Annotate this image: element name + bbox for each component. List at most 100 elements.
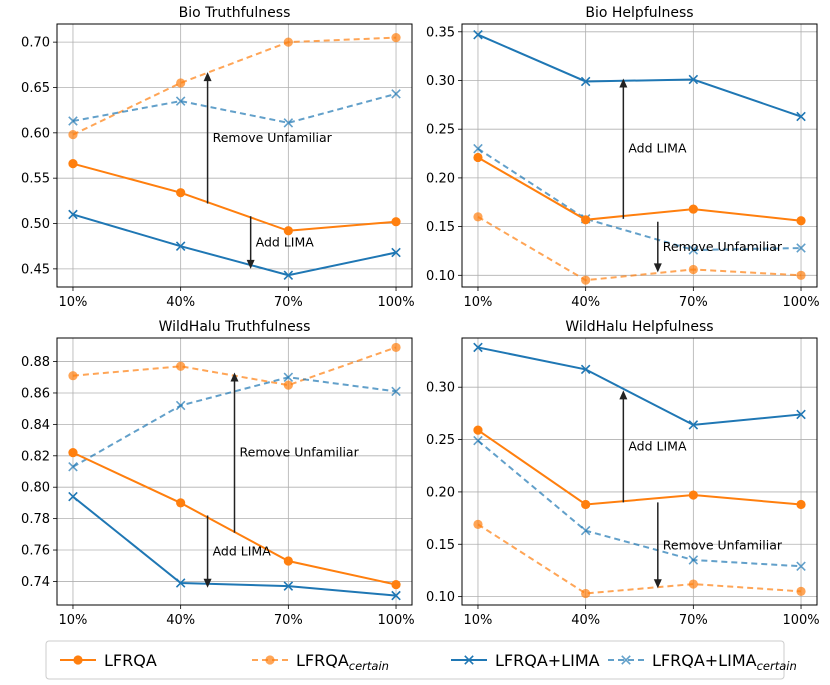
annotation-arrow-head: [203, 578, 212, 588]
legend-frame: [45, 640, 785, 680]
y-tick-label: 0.76: [21, 544, 50, 559]
chart-title: WildHalu Truthfulness: [159, 319, 311, 335]
annotation-label: Add LIMA: [213, 544, 272, 559]
y-tick-label: 0.10: [426, 269, 455, 284]
data-point: [796, 111, 806, 122]
data-point: [581, 499, 591, 510]
data-point: [796, 270, 806, 280]
series-lfrqa-lima-certain: [473, 435, 806, 572]
data-point: [688, 74, 699, 85]
data-point: [796, 243, 806, 253]
chart-title: Bio Truthfulness: [179, 5, 291, 21]
data-point: [688, 245, 699, 255]
data-point: [391, 579, 401, 590]
legend-entry: LFRQA: [60, 651, 157, 670]
y-tick-label: 0.55: [21, 172, 50, 187]
data-point: [473, 519, 483, 529]
x-tick-label: 70%: [274, 613, 303, 628]
data-point: [176, 78, 186, 88]
plot-frame: [461, 337, 818, 606]
x-tick-label: 40%: [571, 295, 600, 310]
y-tick-label: 0.84: [21, 418, 50, 433]
annotation-arrow-head: [653, 263, 662, 273]
series-line: [477, 156, 802, 222]
series-lfrqa-lima-certain: [68, 89, 401, 128]
y-tick-label: 0.30: [426, 381, 455, 396]
data-point: [175, 241, 186, 251]
y-tick-label: 0.86: [21, 386, 50, 401]
x-tick-label: 100%: [377, 613, 414, 628]
annotation: Remove Unfamiliar: [653, 221, 783, 273]
annotation-arrow-head: [619, 390, 628, 400]
y-tick-label: 0.25: [426, 123, 455, 138]
chart-panel: 0.74 0.76 0.78 0.80 0.82 0.84 0.86 0.88 10% 40% 70…: [21, 319, 415, 628]
plot-frame: [56, 337, 413, 606]
data-point: [283, 37, 293, 47]
annotation: Add LIMA: [203, 515, 272, 588]
series-lfrqa-certain: [473, 519, 806, 599]
data-point: [688, 555, 699, 565]
x-tick-label: 100%: [782, 295, 819, 310]
x-tick-label: 10%: [464, 295, 493, 310]
annotation-arrow-head: [230, 372, 239, 382]
data-point: [68, 159, 78, 169]
legend-label: LFRQA+LIMA: [495, 651, 600, 670]
legend: LFRQA LFRQAcertain LFRQA+LIMA LFRQA+LIMAcer…: [45, 640, 797, 680]
data-point: [283, 372, 294, 383]
data-point: [473, 212, 483, 222]
y-tick-label: 0.70: [21, 36, 50, 51]
legend-marker: [73, 655, 83, 665]
data-point: [580, 525, 591, 536]
data-point: [68, 491, 78, 502]
data-point: [391, 386, 401, 397]
annotation-label: Remove Unfamiliar: [213, 130, 333, 145]
chart-panel: 0.45 0.50 0.55 0.60 0.65 0.70 10% 40% 70% 100% Bio…: [21, 5, 415, 310]
legend-marker: [265, 655, 275, 665]
data-point: [796, 561, 806, 572]
y-tick-label: 0.78: [21, 512, 50, 527]
chart-panel: 0.10 0.15 0.20 0.25 0.30 10% 40% 70% 100% WildHal…: [426, 319, 820, 628]
y-tick-label: 0.35: [426, 25, 455, 40]
data-point: [176, 361, 186, 371]
y-tick-label: 0.15: [426, 538, 455, 553]
series-lfrqa-lima: [68, 209, 401, 280]
series-lfrqa-certain: [68, 33, 401, 140]
annotation-arrow-head: [203, 72, 212, 82]
legend-marker: [464, 655, 474, 665]
x-tick-label: 70%: [274, 295, 303, 310]
series-lfrqa-certain: [473, 212, 806, 285]
data-point: [68, 448, 78, 458]
data-point: [391, 247, 401, 258]
series-line: [477, 147, 802, 251]
annotation: Add LIMA: [246, 216, 314, 269]
series-lfrqa-lima: [68, 491, 401, 601]
data-point: [283, 581, 294, 591]
data-point: [283, 556, 293, 566]
annotation-label: Add LIMA: [628, 141, 687, 156]
data-point: [473, 152, 483, 163]
y-tick-label: 0.20: [426, 171, 455, 186]
data-point: [581, 215, 591, 225]
y-tick-label: 0.80: [21, 481, 50, 496]
x-tick-label: 10%: [464, 613, 493, 628]
series-line: [477, 346, 802, 426]
data-point: [175, 400, 186, 411]
y-tick-label: 0.74: [21, 575, 50, 590]
data-point: [473, 425, 483, 435]
y-tick-label: 0.25: [426, 433, 455, 448]
y-tick-label: 0.88: [21, 355, 50, 370]
y-tick-label: 0.60: [21, 126, 50, 141]
annotation-arrow-head: [653, 579, 662, 589]
x-tick-label: 10%: [59, 295, 88, 310]
data-point: [68, 116, 78, 126]
data-point: [581, 275, 591, 285]
x-tick-label: 40%: [166, 613, 195, 628]
data-point: [580, 76, 591, 87]
annotation: Add LIMA: [619, 390, 687, 503]
annotation: Remove Unfamiliar: [653, 502, 783, 589]
data-point: [283, 118, 294, 128]
data-point: [68, 371, 78, 381]
series-line: [477, 429, 802, 506]
data-point: [796, 586, 806, 596]
